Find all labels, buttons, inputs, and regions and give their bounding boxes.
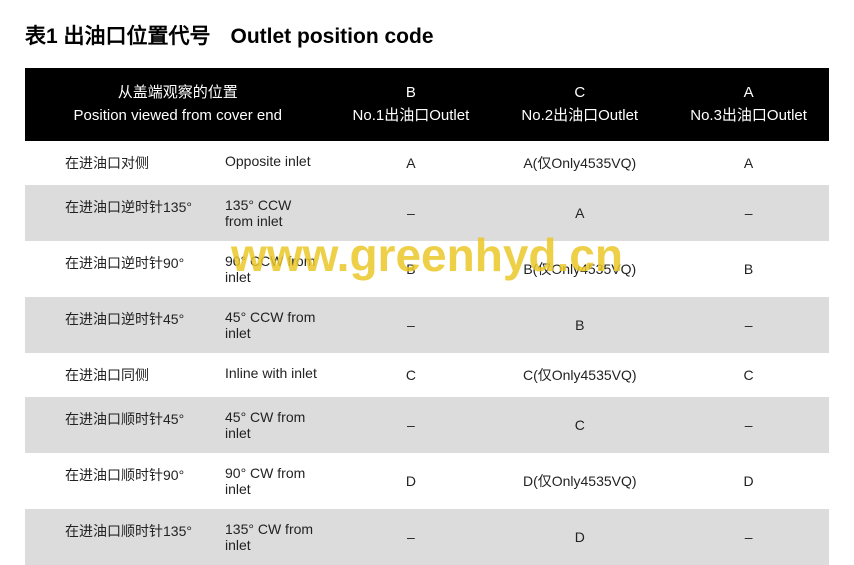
- cell-b: –: [331, 297, 492, 353]
- outlet-position-table: 从盖端观察的位置 Position viewed from cover end …: [25, 68, 829, 565]
- cell-position: 在进油口顺时针45° 45° CW from inlet: [25, 397, 331, 453]
- cell-position-en: 45° CW from inlet: [225, 409, 323, 441]
- cell-c: C(仅Only4535VQ): [491, 353, 668, 397]
- table-header-row: 从盖端观察的位置 Position viewed from cover end …: [25, 68, 829, 141]
- cell-position-cn: 在进油口顺时针45°: [65, 409, 205, 441]
- table-body: 在进油口对侧Opposite inletAA(仅Only4535VQ)A在进油口…: [25, 141, 829, 565]
- table-row: 在进油口顺时针45°45° CW from inlet–C–: [25, 397, 829, 453]
- cell-position: 在进油口顺时针135° 135° CW from inlet: [25, 509, 331, 565]
- cell-a: C: [668, 353, 829, 397]
- cell-a: D: [668, 453, 829, 509]
- cell-b: –: [331, 397, 492, 453]
- cell-position-en: Inline with inlet: [225, 365, 323, 385]
- cell-c: A(仅Only4535VQ): [491, 141, 668, 185]
- cell-position-en: 90° CW from inlet: [225, 465, 323, 497]
- cell-c: A: [491, 185, 668, 241]
- cell-position: 在进油口逆时针135° 135° CCW from inlet: [25, 185, 331, 241]
- col-c-label: No.2出油口Outlet: [499, 105, 660, 128]
- table-row: 在进油口逆时针135°135° CCW from inlet–A–: [25, 185, 829, 241]
- col-position-en: Position viewed from cover end: [33, 105, 323, 128]
- col-c: C No.2出油口Outlet: [491, 68, 668, 141]
- title-en: Outlet position code: [231, 25, 434, 49]
- cell-c: D(仅Only4535VQ): [491, 453, 668, 509]
- cell-position-en: 135° CCW from inlet: [225, 197, 323, 229]
- table-row: 在进油口逆时针90°90° CCW from inletBB(仅Only4535…: [25, 241, 829, 297]
- col-position: 从盖端观察的位置 Position viewed from cover end: [25, 68, 331, 141]
- cell-c: C: [491, 397, 668, 453]
- table-row: 在进油口顺时针90°90° CW from inletDD(仅Only4535V…: [25, 453, 829, 509]
- cell-b: –: [331, 509, 492, 565]
- title-cn: 表1 出油口位置代号: [25, 20, 211, 50]
- cell-b: –: [331, 185, 492, 241]
- cell-position-en: 45° CCW from inlet: [225, 309, 323, 341]
- cell-position: 在进油口对侧 Opposite inlet: [25, 141, 331, 185]
- cell-position: 在进油口逆时针90° 90° CCW from inlet: [25, 241, 331, 297]
- cell-b: D: [331, 453, 492, 509]
- cell-a: –: [668, 185, 829, 241]
- col-b-code: B: [339, 82, 484, 105]
- table-row: 在进油口对侧 Opposite inlet AA(仅Only4535VQ)A: [25, 141, 829, 185]
- cell-position-en: Opposite inlet: [225, 153, 323, 173]
- cell-a: –: [668, 297, 829, 353]
- col-c-code: C: [499, 82, 660, 105]
- cell-a: B: [668, 241, 829, 297]
- cell-a: –: [668, 397, 829, 453]
- cell-b: A: [331, 141, 492, 185]
- col-a: A No.3出油口Outlet: [668, 68, 829, 141]
- col-b-label: No.1出油口Outlet: [339, 105, 484, 128]
- cell-position-cn: 在进油口顺时针135°: [65, 521, 205, 553]
- cell-a: –: [668, 509, 829, 565]
- cell-c: B(仅Only4535VQ): [491, 241, 668, 297]
- cell-position-cn: 在进油口顺时针90°: [65, 465, 205, 497]
- cell-a: A: [668, 141, 829, 185]
- cell-c: D: [491, 509, 668, 565]
- cell-position: 在进油口同侧 Inline with inlet: [25, 353, 331, 397]
- cell-position-en: 135° CW from inlet: [225, 521, 323, 553]
- cell-position-cn: 在进油口逆时针45°: [65, 309, 205, 341]
- cell-position: 在进油口逆时针45° 45° CCW from inlet: [25, 297, 331, 353]
- col-a-label: No.3出油口Outlet: [676, 105, 821, 128]
- cell-c: B: [491, 297, 668, 353]
- cell-b: B: [331, 241, 492, 297]
- table-row: 在进油口同侧 Inline with inlet CC(仅Only4535VQ)C: [25, 353, 829, 397]
- cell-position-cn: 在进油口逆时针135°: [65, 197, 205, 229]
- col-b: B No.1出油口Outlet: [331, 68, 492, 141]
- table-row: 在进油口逆时针45°45° CCW from inlet–B–: [25, 297, 829, 353]
- cell-position-en: 90° CCW from inlet: [225, 253, 323, 285]
- cell-position-cn: 在进油口对侧: [65, 153, 205, 173]
- cell-position: 在进油口顺时针90° 90° CW from inlet: [25, 453, 331, 509]
- cell-b: C: [331, 353, 492, 397]
- col-a-code: A: [676, 82, 821, 105]
- col-position-cn: 从盖端观察的位置: [33, 82, 323, 105]
- cell-position-cn: 在进油口同侧: [65, 365, 205, 385]
- table-row: 在进油口顺时针135°135° CW from inlet–D–: [25, 509, 829, 565]
- cell-position-cn: 在进油口逆时针90°: [65, 253, 205, 285]
- table-title: 表1 出油口位置代号 Outlet position code: [25, 20, 829, 50]
